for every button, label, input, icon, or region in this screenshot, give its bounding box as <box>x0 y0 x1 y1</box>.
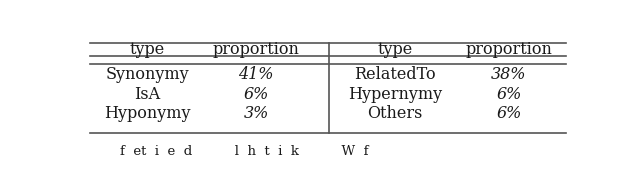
Text: Hyponymy: Hyponymy <box>104 105 190 122</box>
Text: proportion: proportion <box>212 41 300 58</box>
Text: 6%: 6% <box>497 86 522 103</box>
Text: Synonymy: Synonymy <box>105 66 189 84</box>
Text: proportion: proportion <box>466 41 552 58</box>
Text: IsA: IsA <box>134 86 160 103</box>
Text: 6%: 6% <box>497 105 522 122</box>
Text: 6%: 6% <box>243 86 269 103</box>
Text: 3%: 3% <box>243 105 269 122</box>
Text: type: type <box>129 41 164 58</box>
Text: RelatedTo: RelatedTo <box>354 66 436 84</box>
Text: f  et  i  e  d          l  h  t  i  k          W  f: f et i e d l h t i k W f <box>120 145 368 158</box>
Text: 38%: 38% <box>492 66 527 84</box>
Text: Hypernymy: Hypernymy <box>348 86 442 103</box>
Text: type: type <box>378 41 413 58</box>
Text: 41%: 41% <box>238 66 274 84</box>
Text: Others: Others <box>367 105 422 122</box>
